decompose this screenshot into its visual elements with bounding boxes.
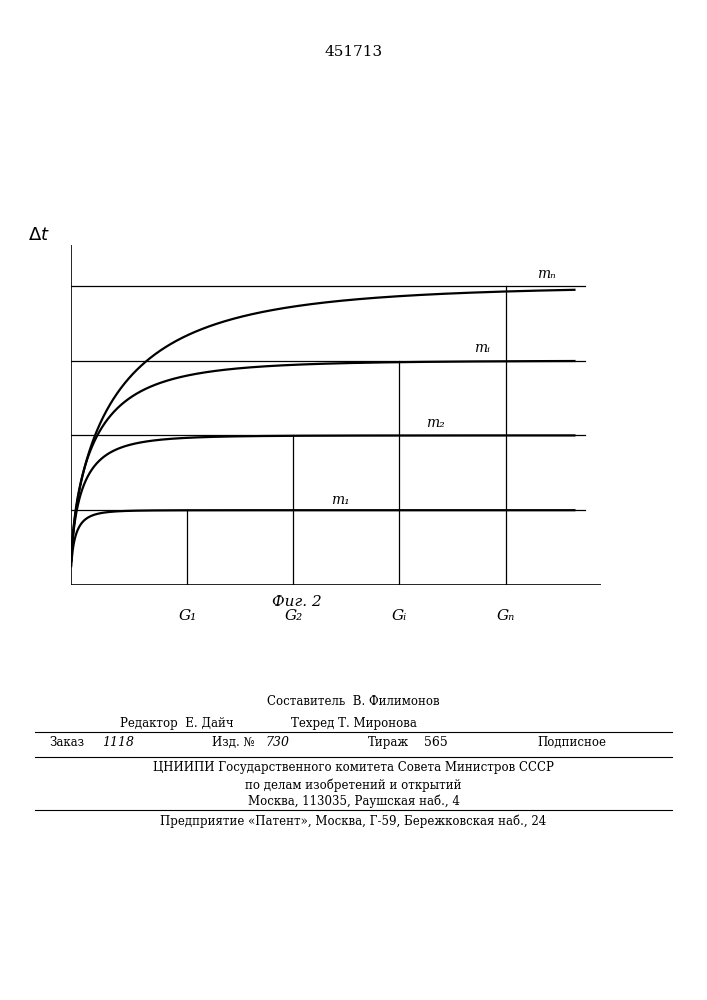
Text: Москва, 113035, Раушская наб., 4: Москва, 113035, Раушская наб., 4 [247, 795, 460, 808]
Text: 451713: 451713 [325, 45, 382, 59]
Text: Редактор  Е. Дайч: Редактор Е. Дайч [120, 717, 234, 730]
Text: m₂: m₂ [426, 416, 445, 430]
Text: mₙ: mₙ [537, 267, 556, 281]
Text: ЦНИИПИ Государственного комитета Совета Министров СССР: ЦНИИПИ Государственного комитета Совета … [153, 761, 554, 774]
Text: Gₙ: Gₙ [496, 609, 515, 623]
Text: Изд. №: Изд. № [212, 736, 255, 749]
Text: Подписное: Подписное [537, 736, 607, 749]
Text: Составитель  В. Филимонов: Составитель В. Филимонов [267, 695, 440, 708]
Text: G₁: G₁ [178, 609, 197, 623]
Text: Предприятие «Патент», Москва, Г-59, Бережковская наб., 24: Предприятие «Патент», Москва, Г-59, Бере… [160, 814, 547, 828]
Text: Gᵢ: Gᵢ [392, 609, 407, 623]
Text: по делам изобретений и открытий: по делам изобретений и открытий [245, 778, 462, 792]
Text: $\Delta t$: $\Delta t$ [28, 226, 50, 244]
Text: m₁: m₁ [330, 493, 349, 507]
Text: Заказ: Заказ [49, 736, 85, 749]
Text: G₂: G₂ [284, 609, 303, 623]
Text: 565: 565 [424, 736, 448, 749]
Text: Фиг. 2: Фиг. 2 [272, 595, 322, 609]
Text: 1118: 1118 [103, 736, 134, 749]
Text: Тираж: Тираж [368, 736, 409, 749]
Text: mᵢ: mᵢ [474, 342, 489, 356]
Text: Техред Т. Миронова: Техред Т. Миронова [291, 717, 416, 730]
Text: 730: 730 [265, 736, 289, 749]
